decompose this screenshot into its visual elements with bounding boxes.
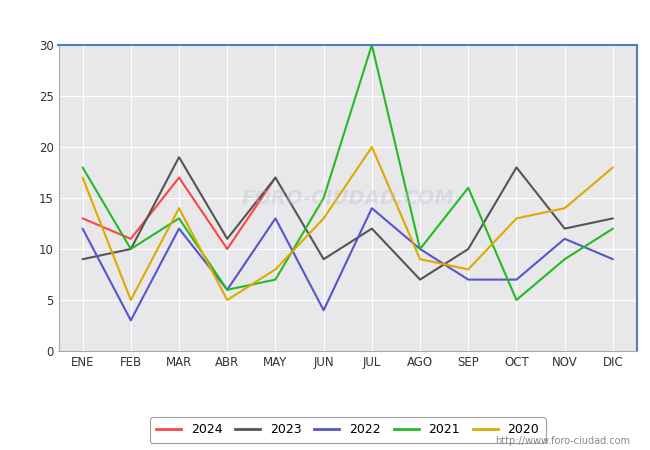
Text: FORO-CIUDAD.COM: FORO-CIUDAD.COM bbox=[241, 189, 454, 207]
Text: Matriculaciones de Vehiculos en Campillos: Matriculaciones de Vehiculos en Campillo… bbox=[149, 7, 501, 25]
Text: http://www.foro-ciudad.com: http://www.foro-ciudad.com bbox=[495, 436, 630, 446]
Legend: 2024, 2023, 2022, 2021, 2020: 2024, 2023, 2022, 2021, 2020 bbox=[150, 417, 545, 443]
